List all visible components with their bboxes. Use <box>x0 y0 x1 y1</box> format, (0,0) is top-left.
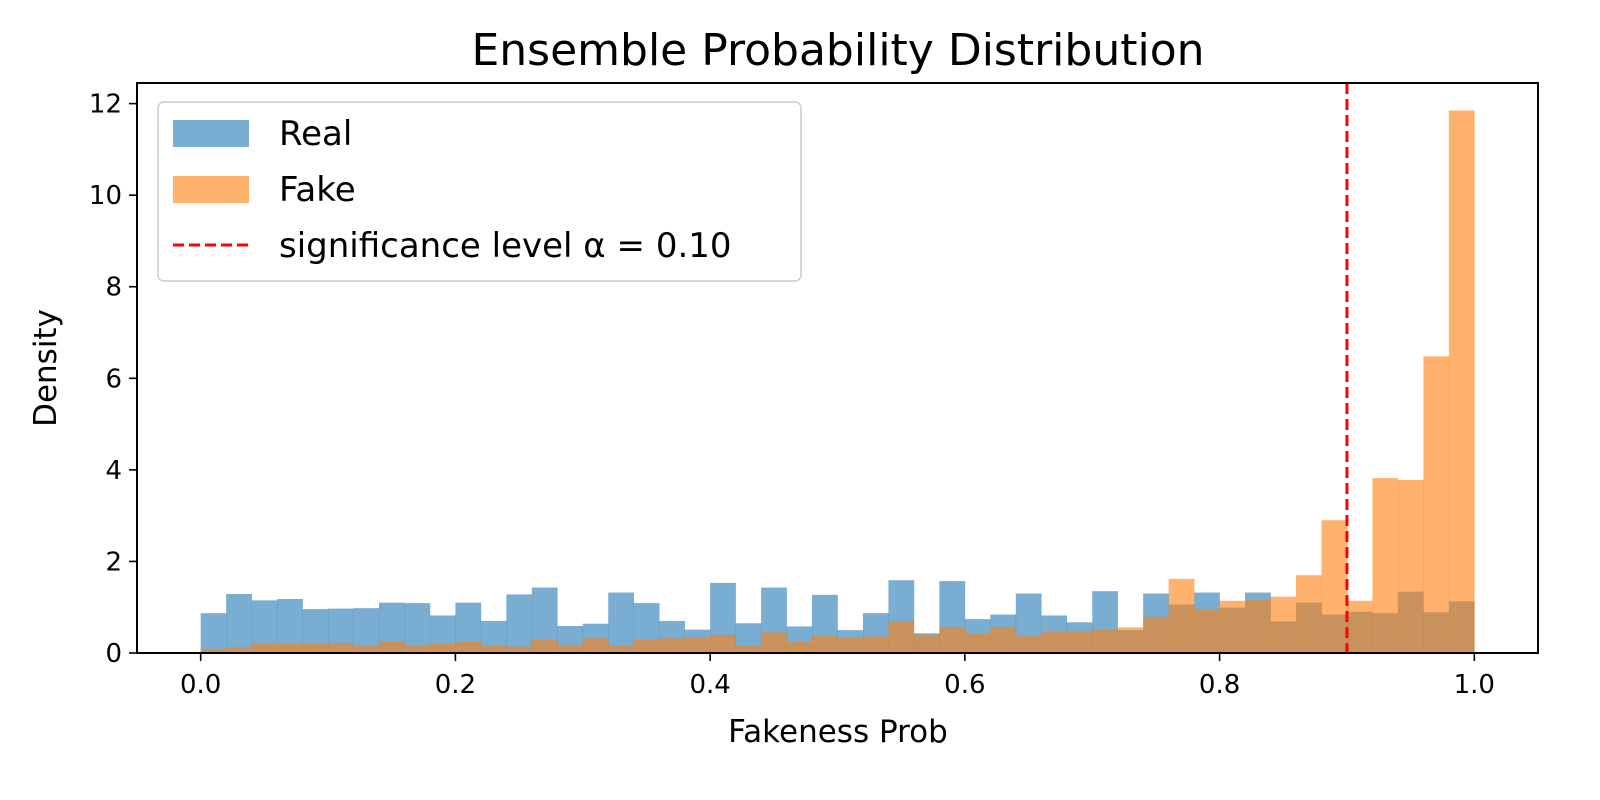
bar-fake-48 <box>1423 356 1450 653</box>
bar-fake-46 <box>1372 478 1399 653</box>
bar-fake-16 <box>608 645 635 653</box>
bar-fake-8 <box>404 645 431 653</box>
y-tick-label: 6 <box>105 364 122 394</box>
y-tick-label: 12 <box>89 90 122 120</box>
bar-fake-25 <box>837 637 864 653</box>
bar-real-1 <box>226 593 252 653</box>
bar-real-6 <box>353 608 380 653</box>
legend: Real Fake significance level α = 0.10 <box>157 101 802 282</box>
bar-fake-11 <box>480 645 507 653</box>
bar-fake-49 <box>1448 110 1475 654</box>
bar-real-12 <box>506 594 533 653</box>
bar-fake-44 <box>1321 520 1348 653</box>
bar-fake-37 <box>1143 616 1169 653</box>
bar-fake-40 <box>1219 600 1246 653</box>
y-tick-label: 0 <box>105 639 122 669</box>
bar-fake-43 <box>1296 575 1322 653</box>
bar-real-8 <box>404 603 431 653</box>
bar-fake-17 <box>633 639 660 653</box>
bar-fake-0 <box>200 648 227 653</box>
y-tick-label: 10 <box>89 181 122 211</box>
x-axis-label: Fakeness Prob <box>728 714 948 750</box>
bar-fake-4 <box>302 643 329 653</box>
bar-fake-29 <box>939 626 966 653</box>
series-fake-bars <box>200 110 1475 654</box>
bar-fake-5 <box>328 642 354 653</box>
bar-fake-15 <box>582 638 609 653</box>
x-tick-label: 0.0 <box>180 670 221 700</box>
bar-fake-9 <box>429 643 456 653</box>
bar-fake-42 <box>1270 596 1297 653</box>
legend-box <box>157 101 802 282</box>
y-tick-label: 4 <box>105 456 122 486</box>
bar-fake-31 <box>990 626 1017 653</box>
bar-fake-32 <box>1015 636 1042 653</box>
legend-swatch-real <box>173 120 249 147</box>
x-tick-label: 1.0 <box>1454 670 1495 700</box>
bar-fake-1 <box>226 647 252 653</box>
y-tick-label: 2 <box>105 547 122 577</box>
bar-fake-3 <box>277 643 303 653</box>
bar-fake-14 <box>557 644 584 653</box>
x-tick-label: 0.8 <box>1199 670 1240 700</box>
bar-fake-47 <box>1397 479 1424 653</box>
bar-fake-12 <box>506 646 533 653</box>
plot-frame <box>136 82 1539 654</box>
y-axis-label: Density <box>28 309 64 427</box>
bar-fake-35 <box>1092 629 1118 653</box>
bar-fake-20 <box>710 634 736 653</box>
bar-real-0 <box>200 613 227 653</box>
bar-fake-26 <box>862 636 889 653</box>
bar-fake-7 <box>378 641 405 653</box>
legend-label-fake: Fake <box>279 170 356 210</box>
x-tick-label: 0.6 <box>944 670 985 700</box>
bar-fake-33 <box>1041 631 1068 653</box>
bar-fake-6 <box>353 646 380 653</box>
bar-fake-30 <box>964 633 991 653</box>
bar-fake-13 <box>531 639 558 653</box>
bar-fake-2 <box>251 643 278 653</box>
bar-fake-10 <box>455 642 482 653</box>
bar-fake-36 <box>1117 627 1144 653</box>
bar-real-16 <box>608 592 635 653</box>
bar-fake-39 <box>1194 609 1220 653</box>
bar-fake-24 <box>812 635 838 653</box>
bar-fake-38 <box>1168 578 1195 653</box>
y-tick-label: 8 <box>105 273 122 303</box>
bar-fake-19 <box>684 636 711 653</box>
x-tick-label: 0.2 <box>435 670 476 700</box>
bar-fake-18 <box>659 638 685 653</box>
bar-fake-45 <box>1346 600 1373 653</box>
legend-label-real: Real <box>279 114 352 154</box>
legend-label-significance: significance level α = 0.10 <box>279 226 732 266</box>
bar-fake-28 <box>913 634 940 653</box>
legend-swatch-fake <box>173 176 249 203</box>
bar-fake-21 <box>735 645 762 653</box>
y-axis-ticks: 0 2 4 6 8 10 12 <box>89 90 137 669</box>
chart-title: Ensemble Probability Distribution <box>471 25 1204 76</box>
x-axis-ticks: 0.0 0.2 0.4 0.6 0.8 1.0 <box>180 653 1495 700</box>
bar-fake-22 <box>761 632 787 653</box>
bar-fake-23 <box>786 642 813 653</box>
bar-fake-41 <box>1245 599 1271 653</box>
x-tick-label: 0.4 <box>689 670 730 700</box>
bar-fake-34 <box>1066 631 1093 653</box>
bar-fake-27 <box>888 620 915 653</box>
